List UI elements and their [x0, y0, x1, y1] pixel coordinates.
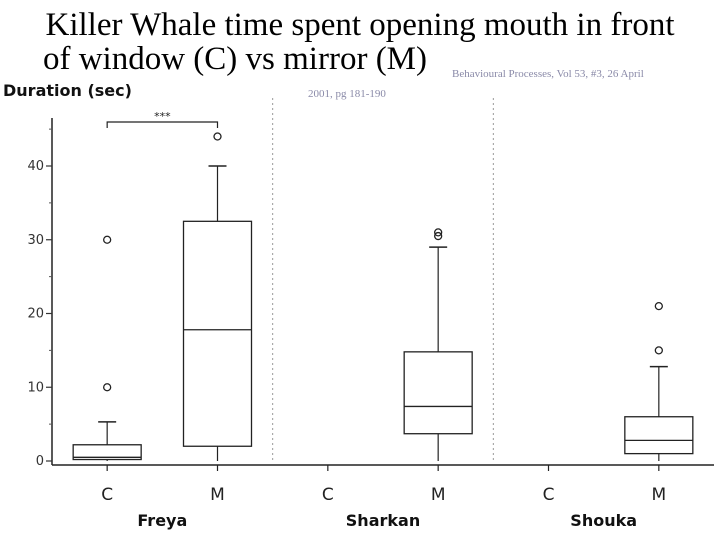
- citation-line1: Behavioural Processes, Vol 53, #3, 26 Ap…: [452, 68, 644, 80]
- y-tick-label: 0: [36, 454, 44, 469]
- slide-title-line1: Killer Whale time spent opening mouth in…: [45, 7, 675, 43]
- group-label: Shouka: [570, 511, 637, 530]
- category-label: C: [543, 485, 555, 505]
- category-label: M: [651, 485, 666, 505]
- outlier-point: [434, 228, 443, 237]
- citation-line2: 2001, pg 181-190: [308, 88, 386, 100]
- significance-bracket: [106, 121, 219, 128]
- group-label: Sharkan: [346, 511, 420, 530]
- category-label: C: [322, 485, 334, 505]
- y-tick-label: 10: [27, 380, 44, 395]
- outlier-point: [434, 231, 443, 241]
- y-axis-label: Duration (sec): [3, 81, 132, 100]
- category-label: C: [101, 485, 113, 505]
- significance-label: ***: [154, 110, 171, 123]
- box: [182, 220, 253, 447]
- category-label: M: [431, 485, 446, 505]
- y-tick-label: 20: [27, 307, 44, 322]
- outlier-point: [654, 346, 663, 355]
- box: [72, 444, 142, 461]
- y-tick-label: 40: [27, 159, 44, 174]
- slide-title: Killer Whale time spent opening mouth in…: [0, 8, 720, 76]
- box: [403, 351, 473, 435]
- y-tick-label: 30: [27, 233, 44, 248]
- outlier-point: [103, 383, 112, 392]
- outlier-point: [213, 132, 222, 141]
- category-label: M: [210, 485, 225, 505]
- group-label: Freya: [137, 511, 187, 530]
- slide-title-line2: of window (C) vs mirror (M): [42, 41, 428, 77]
- outlier-point: [103, 235, 112, 244]
- box: [624, 416, 694, 455]
- outlier-point: [654, 301, 663, 311]
